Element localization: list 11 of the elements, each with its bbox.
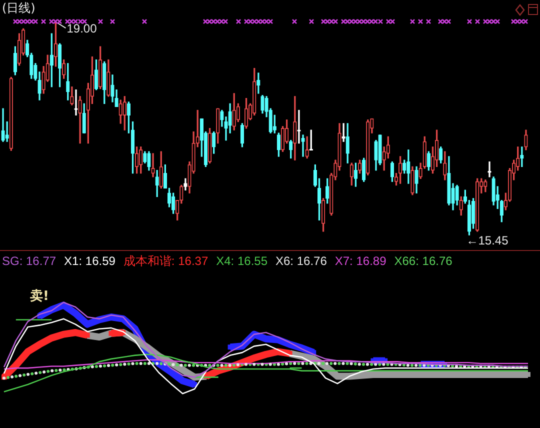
annotation: 卖! (30, 289, 49, 304)
text: X66: 16.76 (394, 254, 452, 268)
text: 成本和谐: 16.37 (123, 254, 208, 268)
text: X7: 16.89 (334, 254, 386, 268)
text: X1: 16.59 (64, 254, 116, 268)
annotation: ←15.45 (466, 233, 509, 248)
text: X4: 16.55 (216, 254, 268, 268)
annotation: 19.00 (66, 21, 98, 36)
text: SG: 16.77 (2, 254, 56, 268)
chart-title: (日线) (2, 1, 36, 15)
text: X6: 16.76 (276, 254, 327, 268)
